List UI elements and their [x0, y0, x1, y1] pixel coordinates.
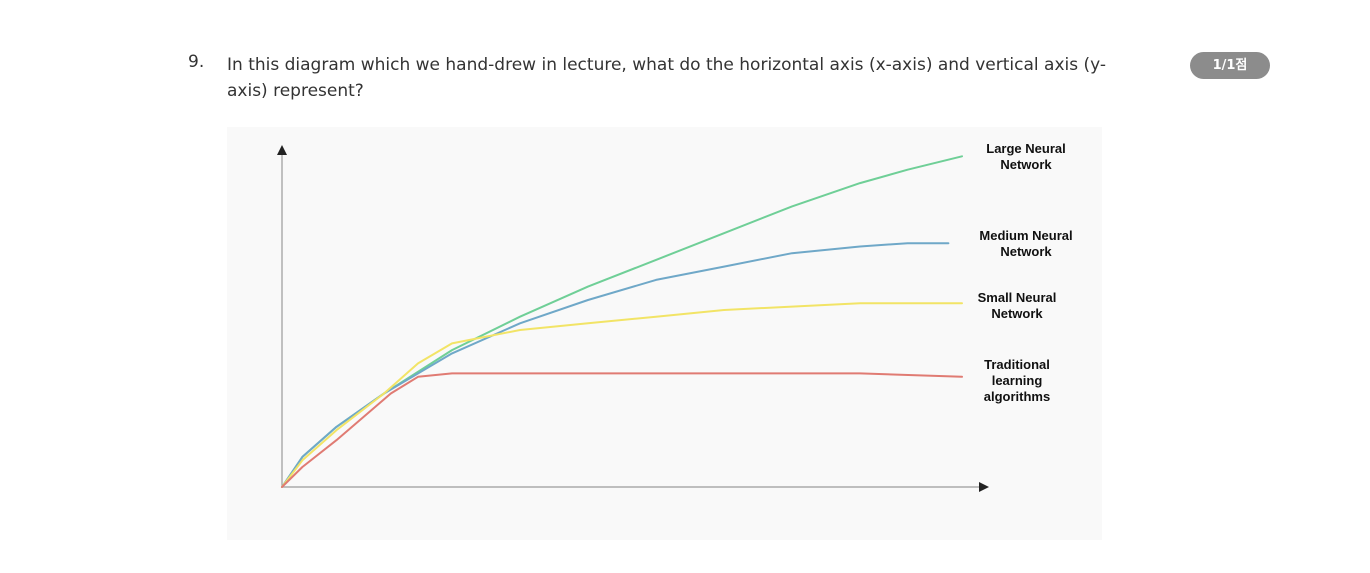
x-axis-arrow	[979, 482, 989, 492]
series-line-medium-neural-network	[281, 242, 950, 488]
question-figure: Large Neural Network Medium Neural Network S…	[227, 127, 1102, 540]
score-badge: 1/1점	[1190, 52, 1270, 79]
learning-curves-chart: Large Neural Network Medium Neural Network S…	[277, 141, 1073, 492]
series-label-large-neural-network: Large Neural Network	[986, 141, 1065, 172]
series-label-small-neural-network: Small Neural Network	[978, 290, 1057, 321]
series-line-large-neural-network	[281, 155, 963, 488]
series-line-small-neural-network	[281, 302, 963, 488]
y-axis-arrow	[277, 145, 287, 155]
question-number: 9.	[188, 52, 205, 72]
series-line-traditional-learning-algorithms	[281, 372, 963, 488]
series-label-traditional-learning-algorithms: Traditional learning algorithms	[984, 357, 1050, 404]
question-text: In this diagram which we hand-drew in le…	[227, 55, 1107, 101]
series-label-medium-neural-network: Medium Neural Network	[979, 228, 1072, 259]
